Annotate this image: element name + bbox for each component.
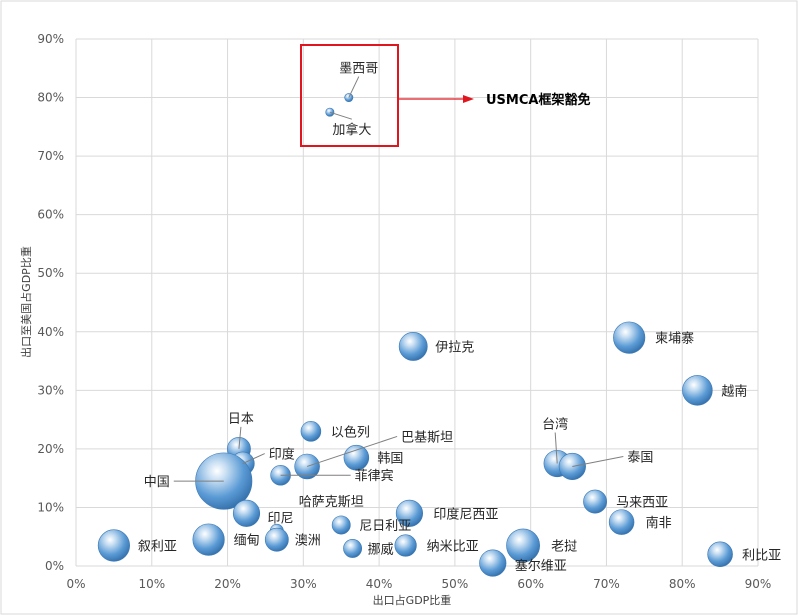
point-label: 伊拉克 — [435, 340, 474, 355]
bubble-point — [398, 332, 428, 361]
bubble-point — [583, 489, 607, 514]
point-label: 印度 — [269, 447, 295, 463]
point-label: 以色列 — [331, 424, 370, 440]
point-label: 韩国 — [377, 452, 403, 467]
bubble-point — [613, 321, 646, 354]
x-tick-label: 0% — [66, 577, 85, 591]
bubble-point — [331, 515, 351, 535]
leader-line — [238, 426, 242, 449]
point-label: 巴基斯坦 — [401, 430, 453, 445]
point-label: 南非 — [646, 515, 672, 531]
point-label: 马来西亚 — [616, 496, 668, 511]
point-label: 台湾 — [542, 417, 568, 433]
y-tick-label: 80% — [37, 91, 64, 105]
axes: 0% 10% 20% 30% 40% 50% 60% 70% 80% 90% 0% 10% 20% 30%… — [19, 32, 771, 607]
point-label: 日本 — [228, 412, 254, 427]
y-tick-label: 70% — [37, 149, 64, 163]
leader-line — [554, 432, 558, 464]
x-tick-label: 20% — [214, 577, 241, 591]
bubble-point — [707, 541, 733, 568]
y-tick-label: 20% — [37, 442, 64, 456]
leader-line — [242, 453, 265, 464]
x-axis-title: 出口占GDP比重 — [373, 593, 452, 607]
point-label: 菲律宾 — [355, 468, 394, 484]
y-tick-label: 60% — [37, 208, 64, 222]
bubbles — [97, 93, 733, 577]
bubble-point — [232, 499, 261, 527]
point-label: 挪威 — [368, 542, 394, 557]
bubble-point — [343, 539, 363, 558]
point-label: 柬埔寨 — [655, 331, 694, 347]
y-tick-label: 40% — [37, 325, 64, 339]
point-label: 中国 — [144, 475, 170, 490]
bubble-point — [506, 528, 540, 563]
point-label: 纳米比亚 — [427, 540, 479, 555]
point-label: 哈萨克斯坦 — [299, 495, 364, 510]
annotation-layer: USMCA框架豁免 — [300, 44, 590, 147]
point-label: 利比亚 — [742, 548, 781, 563]
bubble-point — [394, 534, 417, 557]
point-label: 尼日利亚 — [359, 519, 411, 534]
point-label: 澳洲 — [295, 533, 321, 549]
bubble-point — [558, 452, 586, 481]
bubble-point — [343, 444, 370, 471]
x-tick-label: 90% — [745, 577, 772, 591]
y-tick-label: 10% — [37, 500, 64, 514]
highlight-box — [300, 44, 399, 147]
bubble-point — [682, 375, 713, 406]
x-tick-label: 50% — [442, 577, 469, 591]
y-axis-title: 出口至美国占GDP比重 — [19, 246, 33, 358]
bubble-point — [192, 523, 225, 556]
point-label: 印度尼西亚 — [433, 506, 498, 522]
leader-line — [306, 435, 398, 467]
bubble-point — [608, 509, 635, 535]
x-tick-label: 60% — [517, 577, 544, 591]
y-tick-label: 50% — [37, 266, 64, 280]
gridlines — [75, 38, 759, 567]
point-label: 叙利亚 — [138, 540, 177, 555]
bubble-point — [264, 527, 289, 552]
point-label: 塞尔维亚 — [515, 558, 567, 574]
y-tick-label: 0% — [45, 559, 64, 573]
bubble-point — [97, 529, 130, 562]
x-tick-label: 40% — [366, 577, 393, 591]
leader-line — [572, 455, 624, 467]
point-label: 加拿大 — [332, 122, 371, 138]
point-label: 缅甸 — [234, 534, 260, 549]
point-label: 越南 — [721, 383, 747, 399]
leader-line — [329, 111, 353, 120]
x-tick-label: 70% — [593, 577, 620, 591]
x-tick-label: 10% — [138, 577, 165, 591]
callout-label: USMCA框架豁免 — [486, 92, 590, 108]
bubble-point — [395, 499, 424, 527]
bubble-point — [300, 421, 322, 442]
callout-arrowhead — [463, 95, 474, 103]
y-tick-label: 30% — [37, 383, 64, 397]
x-tick-label: 80% — [669, 577, 696, 591]
bubble-point — [479, 549, 507, 577]
point-label: 泰国 — [627, 450, 653, 465]
point-label: 老挝 — [551, 540, 577, 555]
x-tick-label: 30% — [290, 577, 317, 591]
y-tick-label: 90% — [37, 32, 64, 46]
point-label: 墨西哥 — [339, 62, 378, 77]
leader-line — [348, 76, 360, 98]
point-label: 印尼 — [268, 511, 294, 526]
